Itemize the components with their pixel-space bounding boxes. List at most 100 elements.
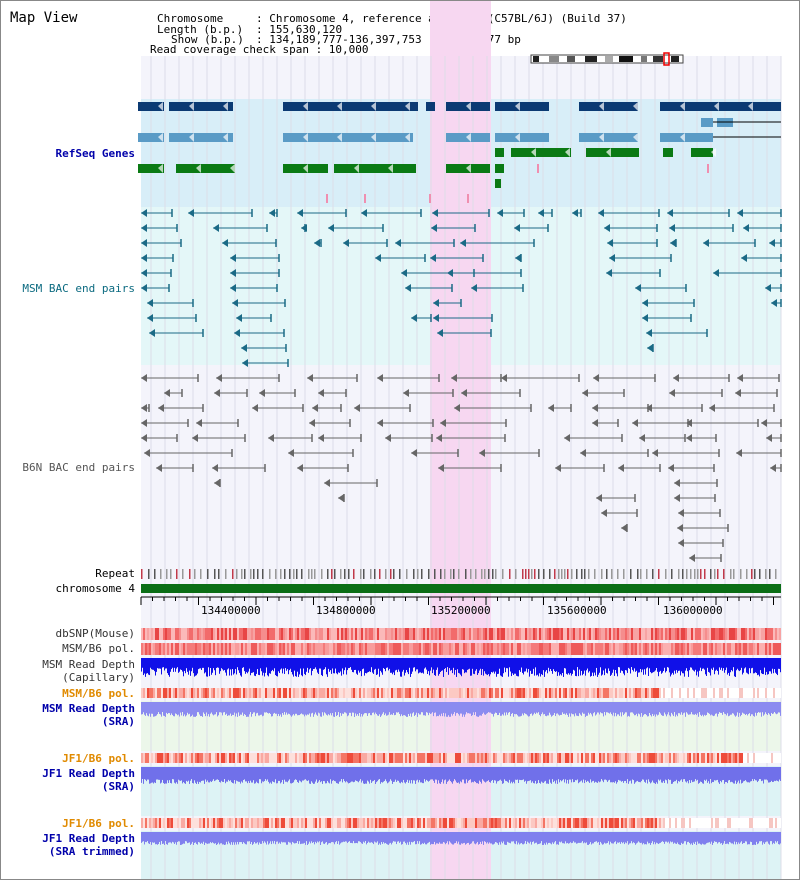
msm-sra-depth-bar [560,702,561,715]
jf1-b6-pol2-heat [603,818,605,828]
msm-capillary-depth-bar [556,658,557,672]
jf1-sra-depth-bar [718,767,719,783]
msm-sra-depth-bar [659,702,660,713]
repeat-mark [363,569,365,579]
refseq-genes-label[interactable]: RefSeq Genes [55,147,135,160]
msm-sra-depth-bar [536,702,537,713]
msm-capillary-depth-bar [780,658,781,673]
jf1-sra-depth-bar [390,767,391,780]
jf1-sra-depth-bar [559,767,560,783]
jf1-sra-depth-bar [379,767,380,780]
msm-capillary-depth-bar [276,658,277,677]
msm-b6-pol2-heat [363,688,365,698]
msm-capillary-depth-bar [235,658,236,670]
dbsnp-heat [407,628,409,640]
dbsnp-heat [363,628,365,640]
msm-read-depth-label-1[interactable]: MSM Read Depth [42,658,135,671]
msm-b6-pol-2-label[interactable]: MSM/B6 pol. [62,687,135,700]
jf1-b6-pol2-heat [403,818,405,828]
jf1-b6-pol2-heat [303,818,305,828]
dbsnp-label[interactable]: dbSNP(Mouse) [55,627,135,640]
b6n-bac-end [141,419,147,427]
jf1-b6-pol2-heat [567,818,569,828]
jf1-trim-depth-bar [724,832,725,842]
jf1-b6-pol2-heat [743,818,745,828]
jf1-trim-depth-bar [530,832,531,842]
msm-capillary-depth-bar [465,658,466,673]
jf1-sra-depth-bar [380,767,381,784]
msm-b6-pol2-heat [517,688,519,698]
jf1-sra-depth-bar [275,767,276,780]
msm-sra-depth-bar [191,702,192,717]
jf1-b6-pol2-heat [503,818,505,828]
jf1-b6-pol2-heat [581,818,583,828]
msm-sra-depth-bar [448,702,449,716]
msm-sra-depth-bar [695,702,696,714]
jf1-trim-depth-bar [650,832,651,845]
jf1-b6-pol2-heat [317,818,319,828]
jf1-sra-depth-bar [423,767,424,784]
dbsnp-heat [545,628,547,640]
jf1-sra-label-1[interactable]: JF1 Read Depth [42,767,135,780]
jf1-sra-depth-bar [545,767,546,781]
msm-sra-label-1[interactable]: MSM Read Depth [42,702,135,715]
msm-sra-depth-bar [335,702,336,713]
jf1-sra-depth-bar [651,767,652,783]
jf1-sra-depth-bar [544,767,545,782]
msm-capillary-depth-bar [620,658,621,673]
msm-capillary-depth-bar [501,658,502,677]
jf1-b6-pol-label[interactable]: JF1/B6 pol. [62,752,135,765]
jf1-sra-depth-bar [410,767,411,784]
jf1-sra-depth-bar [493,767,494,783]
dbsnp-heat [641,628,643,640]
dbsnp-heat [211,628,213,640]
jf1-b6-pol-heat [157,753,159,763]
jf1-sra-depth-bar [683,767,684,780]
msm-b6-pol-heat [467,643,469,655]
msm-b6-pol2-heat [603,688,605,698]
msm-capillary-depth-bar [245,658,246,674]
msm-b6-pol2-heat [615,688,617,698]
msm-sra-depth-bar [665,702,666,715]
jf1-b6-pol-2-label[interactable]: JF1/B6 pol. [62,817,135,830]
dbsnp-heat [313,628,315,640]
jf1-b6-pol-heat [447,753,449,763]
msm-sra-depth-bar [259,702,260,716]
jf1-b6-pol-heat [343,753,345,763]
jf1-trim-label-1[interactable]: JF1 Read Depth [42,832,135,845]
dbsnp-heat [153,628,155,640]
msm-bac-end [188,209,194,217]
jf1-trim-depth-bar [403,832,404,842]
msm-b6-pol2-heat [279,688,281,698]
msm-sra-depth-bar [383,702,384,713]
msm-bac-label[interactable]: MSM BAC end pairs [22,282,135,295]
msm-capillary-depth-bar [425,658,426,668]
msm-b6-pol-heat [679,643,681,655]
b6n-bac-label[interactable]: B6N BAC end pairs [22,461,135,474]
msm-capillary-depth-bar [705,658,706,675]
jf1-sra-depth-bar [350,767,351,783]
b6n-bac-end [678,509,684,517]
msm-sra-depth-bar [492,702,493,715]
msm-sra-depth-bar [241,702,242,715]
msm-capillary-depth-bar [294,658,295,671]
msm-sra-depth-bar [597,702,598,713]
msm-sra-depth-bar [622,702,623,713]
jf1-sra-depth-bar [298,767,299,783]
jf1-b6-pol2-heat [155,818,157,828]
msm-b6-pol-heat [385,643,387,655]
jf1-trim-depth-bar [367,832,368,844]
jf1-b6-pol2-heat [653,818,655,828]
jf1-trim-depth-bar [731,832,732,844]
msm-b6-pol-label[interactable]: MSM/B6 pol. [62,642,135,655]
jf1-sra-depth-bar [531,767,532,783]
msm-sra-depth-bar [564,702,565,714]
jf1-b6-pol-heat [545,753,547,763]
jf1-sra-depth-bar [456,767,457,783]
jf1-sra-depth-bar [530,767,531,781]
msm-b6-pol-heat [567,643,569,655]
jf1-sra-depth-bar [355,767,356,781]
jf1-sra-depth-bar [409,767,410,781]
msm-capillary-depth-bar [353,658,354,673]
